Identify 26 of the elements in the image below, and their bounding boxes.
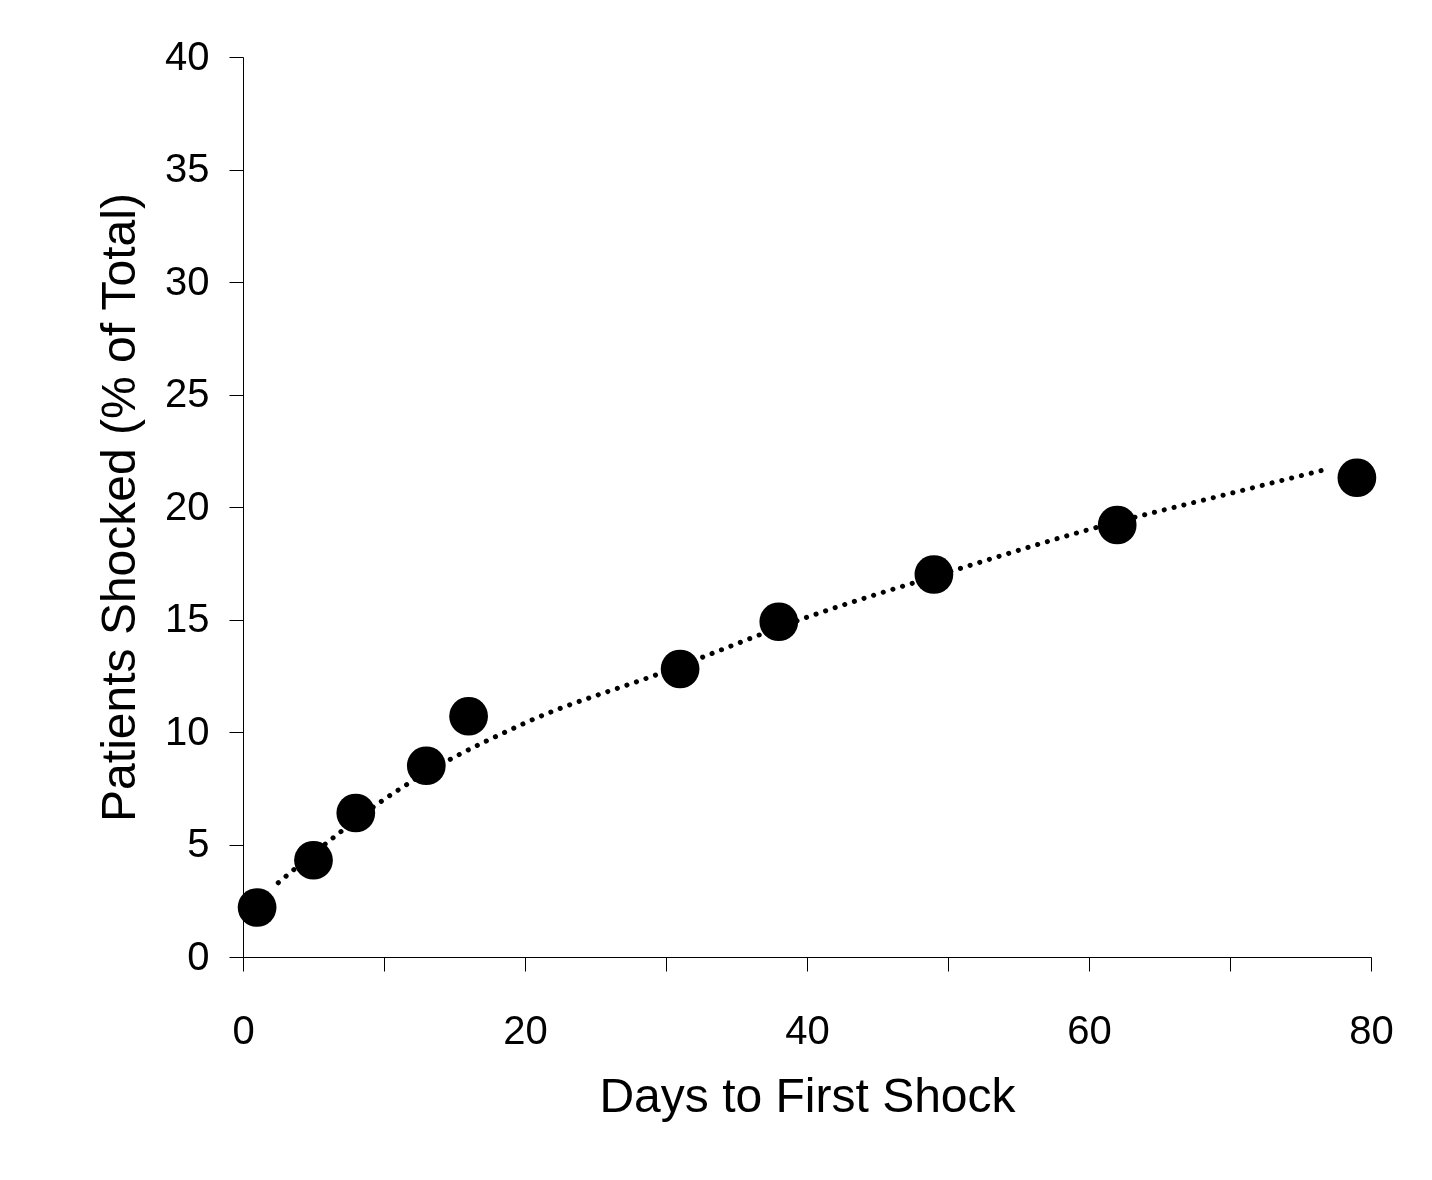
y-tick-label: 15 — [165, 596, 210, 640]
point — [1097, 505, 1137, 545]
y-tick-label: 10 — [165, 708, 210, 753]
point — [336, 793, 376, 833]
x-tick-label: 0 — [232, 1007, 255, 1052]
point — [294, 840, 333, 880]
y-axis-title: Patients Shocked (% of Total) — [92, 193, 146, 822]
y-tick-label: 25 — [165, 371, 210, 415]
x-tick-label: 40 — [785, 1007, 830, 1052]
y-tick-label: 40 — [165, 33, 210, 78]
y-tick-label: 30 — [165, 258, 210, 303]
x-tick-label: 80 — [1349, 1007, 1394, 1052]
point — [660, 649, 700, 689]
point — [449, 696, 488, 736]
y-tick-label: 0 — [187, 933, 210, 978]
point — [914, 555, 954, 594]
x-tick-label: 20 — [503, 1007, 548, 1052]
point — [237, 888, 277, 927]
point — [1337, 458, 1377, 498]
point — [406, 746, 446, 786]
y-tick-label: 5 — [187, 821, 210, 865]
y-tick-label: 20 — [165, 483, 210, 528]
y-tick-label: 35 — [165, 146, 210, 190]
point — [759, 602, 799, 642]
x-tick-label: 60 — [1067, 1007, 1112, 1052]
x-axis-title: Days to First Shock — [599, 1068, 1017, 1122]
